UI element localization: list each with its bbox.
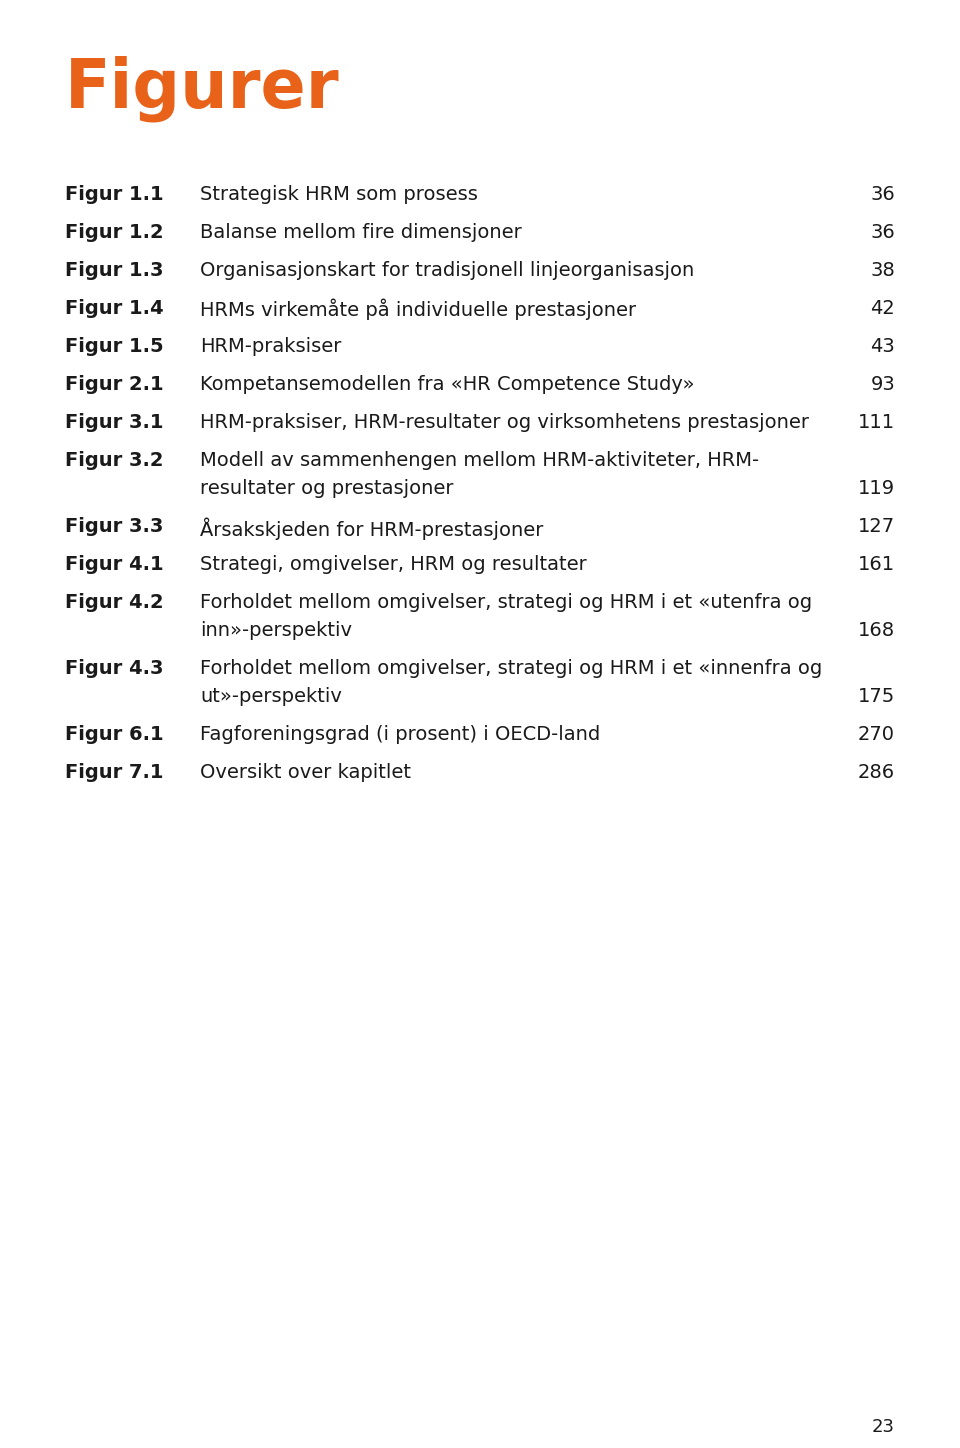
Text: Figur 4.3: Figur 4.3: [65, 659, 163, 678]
Text: Figur 1.5: Figur 1.5: [65, 337, 163, 356]
Text: Figur 3.3: Figur 3.3: [65, 517, 163, 536]
Text: Figur 4.2: Figur 4.2: [65, 594, 163, 613]
Text: Årsakskjeden for HRM-prestasjoner: Årsakskjeden for HRM-prestasjoner: [200, 517, 543, 540]
Text: 286: 286: [858, 763, 895, 782]
Text: 43: 43: [871, 337, 895, 356]
Text: 93: 93: [871, 375, 895, 394]
Text: 161: 161: [858, 555, 895, 573]
Text: Oversikt over kapitlet: Oversikt over kapitlet: [200, 763, 411, 782]
Text: Fagforeningsgrad (i prosent) i OECD-land: Fagforeningsgrad (i prosent) i OECD-land: [200, 725, 600, 744]
Text: 36: 36: [871, 223, 895, 242]
Text: Figur 1.3: Figur 1.3: [65, 261, 163, 279]
Text: Figur 3.2: Figur 3.2: [65, 450, 163, 471]
Text: Figur 1.1: Figur 1.1: [65, 185, 163, 204]
Text: inn»-perspektiv: inn»-perspektiv: [200, 621, 352, 640]
Text: HRM-praksiser: HRM-praksiser: [200, 337, 342, 356]
Text: resultater og prestasjoner: resultater og prestasjoner: [200, 479, 453, 498]
Text: ut»-perspektiv: ut»-perspektiv: [200, 686, 342, 707]
Text: Figur 1.4: Figur 1.4: [65, 298, 163, 319]
Text: HRMs virkemåte på individuelle prestasjoner: HRMs virkemåte på individuelle prestasjo…: [200, 298, 636, 320]
Text: Figur 2.1: Figur 2.1: [65, 375, 163, 394]
Text: Figur 6.1: Figur 6.1: [65, 725, 163, 744]
Text: 23: 23: [872, 1418, 895, 1436]
Text: Figur 4.1: Figur 4.1: [65, 555, 163, 573]
Text: Organisasjonskart for tradisjonell linjeorganisasjon: Organisasjonskart for tradisjonell linje…: [200, 261, 694, 279]
Text: 36: 36: [871, 185, 895, 204]
Text: Figur 1.2: Figur 1.2: [65, 223, 163, 242]
Text: Figurer: Figurer: [65, 55, 340, 122]
Text: Modell av sammenhengen mellom HRM-aktiviteter, HRM-: Modell av sammenhengen mellom HRM-aktivi…: [200, 450, 759, 471]
Text: 270: 270: [858, 725, 895, 744]
Text: Strategisk HRM som prosess: Strategisk HRM som prosess: [200, 185, 478, 204]
Text: Kompetansemodellen fra «HR Competence Study»: Kompetansemodellen fra «HR Competence St…: [200, 375, 694, 394]
Text: Figur 7.1: Figur 7.1: [65, 763, 163, 782]
Text: 38: 38: [871, 261, 895, 279]
Text: 119: 119: [858, 479, 895, 498]
Text: Balanse mellom fire dimensjoner: Balanse mellom fire dimensjoner: [200, 223, 521, 242]
Text: 42: 42: [871, 298, 895, 319]
Text: HRM-praksiser, HRM-resultater og virksomhetens prestasjoner: HRM-praksiser, HRM-resultater og virksom…: [200, 413, 809, 432]
Text: 111: 111: [858, 413, 895, 432]
Text: 175: 175: [857, 686, 895, 707]
Text: Figur 3.1: Figur 3.1: [65, 413, 163, 432]
Text: 168: 168: [858, 621, 895, 640]
Text: 127: 127: [858, 517, 895, 536]
Text: Forholdet mellom omgivelser, strategi og HRM i et «utenfra og: Forholdet mellom omgivelser, strategi og…: [200, 594, 812, 613]
Text: Strategi, omgivelser, HRM og resultater: Strategi, omgivelser, HRM og resultater: [200, 555, 587, 573]
Text: Forholdet mellom omgivelser, strategi og HRM i et «innenfra og: Forholdet mellom omgivelser, strategi og…: [200, 659, 823, 678]
